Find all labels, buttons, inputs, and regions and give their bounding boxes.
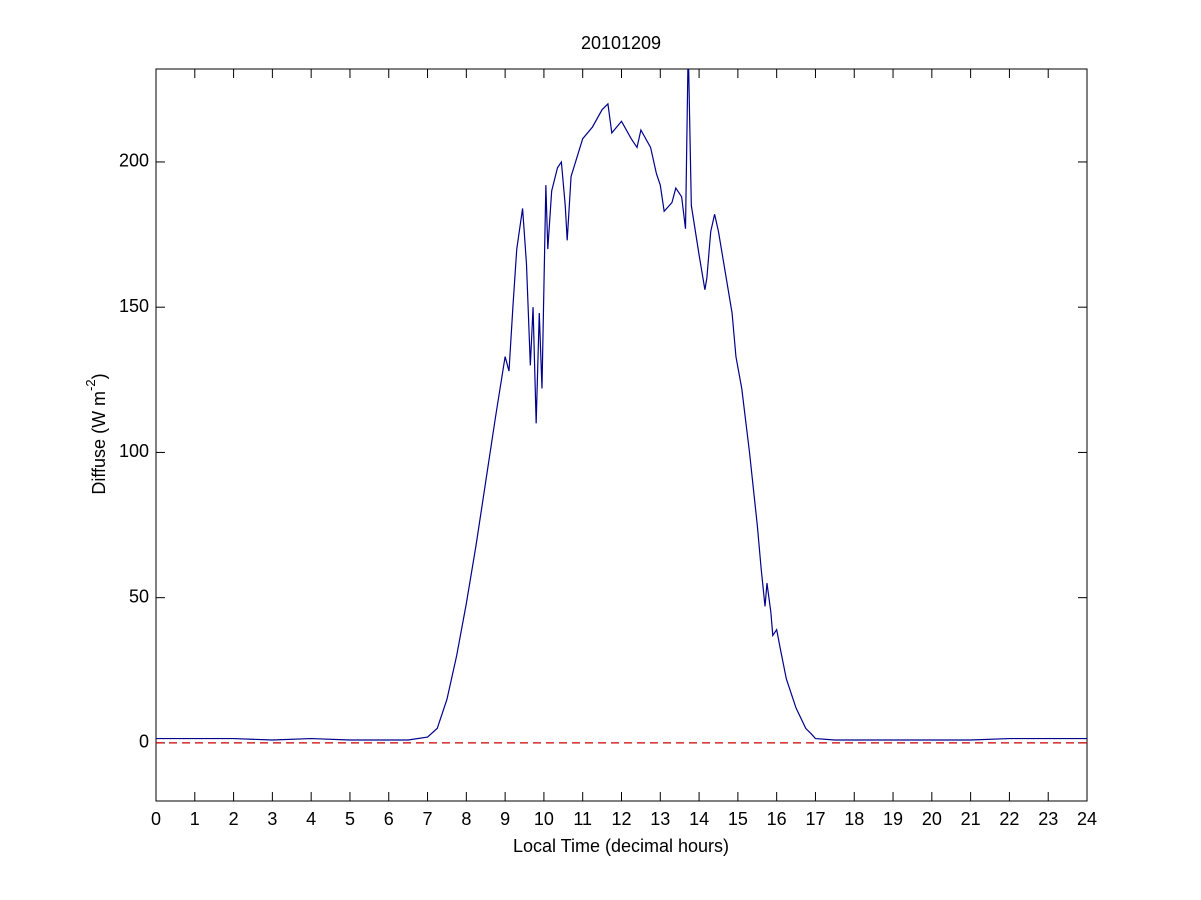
x-tick-label: 15 <box>728 809 748 829</box>
x-axis-label: Local Time (decimal hours) <box>513 836 729 856</box>
chart-title: 20101209 <box>581 33 661 53</box>
x-tick-label: 11 <box>573 809 592 829</box>
x-tick-label: 23 <box>1038 809 1058 829</box>
x-tick-label: 6 <box>384 809 394 829</box>
x-tick-label: 1 <box>190 809 200 829</box>
y-tick-label: 100 <box>119 441 149 461</box>
x-tick-label: 8 <box>461 809 471 829</box>
x-tick-label: 10 <box>534 809 554 829</box>
y-tick-label: 50 <box>129 586 149 606</box>
x-tick-label: 21 <box>961 809 981 829</box>
x-tick-label: 9 <box>500 809 510 829</box>
plot-frame <box>155 68 1088 802</box>
x-tick-label: 2 <box>229 809 239 829</box>
x-tick-label: 12 <box>611 809 631 829</box>
x-tick-label: 5 <box>345 809 355 829</box>
y-tick-label: 200 <box>119 151 149 171</box>
y-axis-label: Diffuse (W m-2) <box>83 373 108 494</box>
x-tick-label: 7 <box>423 809 433 829</box>
x-tick-label: 0 <box>151 809 161 829</box>
x-tick-label: 22 <box>999 809 1019 829</box>
x-tick-label: 13 <box>650 809 670 829</box>
y-tick-label: 0 <box>139 732 149 752</box>
x-tick-label: 4 <box>306 809 316 829</box>
x-tick-label: 20 <box>922 809 942 829</box>
x-tick-label: 14 <box>689 809 709 829</box>
x-tick-label: 17 <box>805 809 825 829</box>
x-tick-label: 19 <box>883 809 903 829</box>
x-tick-label: 16 <box>767 809 787 829</box>
x-tick-label: 24 <box>1077 809 1097 829</box>
x-tick-label: 3 <box>267 809 277 829</box>
y-tick-label: 150 <box>119 296 149 316</box>
x-tick-label: 18 <box>844 809 864 829</box>
data-line <box>156 69 1087 741</box>
